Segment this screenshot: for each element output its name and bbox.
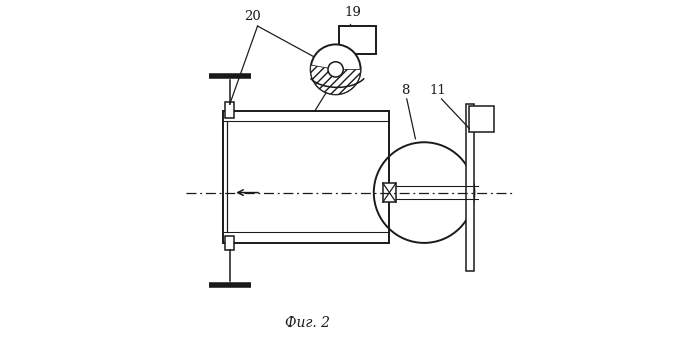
Wedge shape bbox=[310, 65, 361, 94]
Text: 20: 20 bbox=[244, 10, 261, 23]
Text: 11: 11 bbox=[430, 84, 447, 97]
Bar bbox=[226, 102, 234, 118]
Circle shape bbox=[328, 62, 343, 77]
Circle shape bbox=[310, 44, 361, 94]
Bar bbox=[226, 236, 234, 250]
Bar bbox=[339, 26, 375, 54]
Bar bbox=[223, 111, 389, 243]
Text: Фиг. 2: Фиг. 2 bbox=[285, 316, 331, 330]
Bar bbox=[469, 106, 493, 132]
Text: 14: 14 bbox=[319, 72, 336, 85]
Bar bbox=[466, 104, 475, 271]
Bar bbox=[383, 183, 396, 202]
Text: 8: 8 bbox=[401, 84, 409, 97]
Text: 19: 19 bbox=[345, 6, 361, 19]
